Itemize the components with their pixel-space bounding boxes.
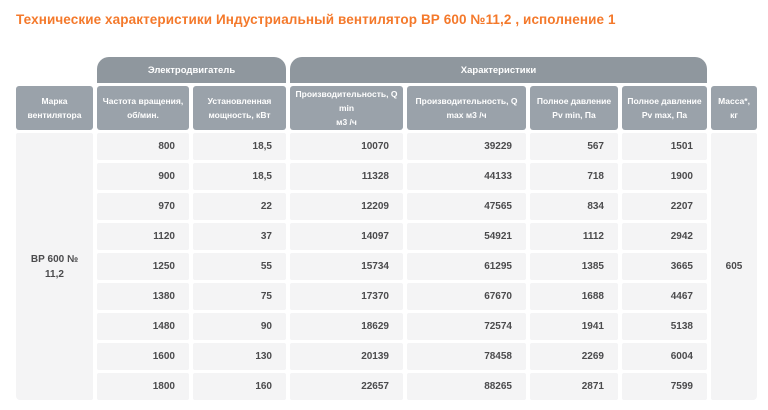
cell-pvmin: 718 xyxy=(530,163,618,190)
column-header-qmin-line1: Производительность, Q min xyxy=(295,89,398,113)
cell-power: 37 xyxy=(193,223,286,250)
cell-pvmin: 1941 xyxy=(530,313,618,340)
cell-pvmax: 7599 xyxy=(622,373,707,400)
column-header-pvmax-line1: Полное давление xyxy=(627,96,702,106)
spec-table: Электродвигатель Характеристики Марка ве… xyxy=(16,57,757,400)
cell-rpm: 970 xyxy=(97,193,189,220)
column-header-qmin-line2: м3 /ч xyxy=(336,117,357,127)
cell-rpm: 1250 xyxy=(97,253,189,280)
column-header-rpm-line2: об/мин. xyxy=(127,110,159,120)
cell-rpm: 1800 xyxy=(97,373,189,400)
group-header-motor: Электродвигатель xyxy=(97,57,286,83)
mass-value-cell: 605 xyxy=(711,133,757,400)
cell-rpm: 1380 xyxy=(97,283,189,310)
column-header-mass-line1: Масса*, xyxy=(718,96,750,106)
cell-qmax: 54921 xyxy=(407,223,526,250)
cell-qmax: 78458 xyxy=(407,343,526,370)
cell-pvmin: 834 xyxy=(530,193,618,220)
cell-qmax: 44133 xyxy=(407,163,526,190)
cell-qmax: 61295 xyxy=(407,253,526,280)
column-header-qmax: Производительность, Q max м3 /ч xyxy=(407,86,526,130)
cell-pvmax: 6004 xyxy=(622,343,707,370)
column-header-brand-line2: вентилятора xyxy=(27,110,82,120)
cell-pvmin: 1112 xyxy=(530,223,618,250)
cell-qmax: 72574 xyxy=(407,313,526,340)
column-header-brand: Марка вентилятора xyxy=(16,86,93,130)
column-header-mass: Масса*, кг xyxy=(711,86,757,130)
cell-rpm: 1600 xyxy=(97,343,189,370)
column-header-pvmax-line2: Pv max, Па xyxy=(641,110,688,120)
cell-pvmin: 567 xyxy=(530,133,618,160)
cell-qmax: 47565 xyxy=(407,193,526,220)
cell-power: 130 xyxy=(193,343,286,370)
cell-qmin: 18629 xyxy=(290,313,403,340)
cell-qmax: 39229 xyxy=(407,133,526,160)
cell-pvmax: 3665 xyxy=(622,253,707,280)
cell-pvmin: 2871 xyxy=(530,373,618,400)
column-header-mass-line2: кг xyxy=(730,110,738,120)
cell-pvmax: 2207 xyxy=(622,193,707,220)
column-header-qmin: Производительность, Q min м3 /ч xyxy=(290,86,403,130)
cell-rpm: 900 xyxy=(97,163,189,190)
column-header-pvmin-line1: Полное давление xyxy=(536,96,612,106)
column-header-qmax-line1: Производительность, Q xyxy=(415,96,518,106)
column-header-power-line2: мощность, кВт xyxy=(208,110,271,120)
cell-pvmax: 5138 xyxy=(622,313,707,340)
cell-power: 18,5 xyxy=(193,133,286,160)
cell-power: 90 xyxy=(193,313,286,340)
column-header-rpm: Частота вращения, об/мин. xyxy=(97,86,189,130)
column-header-pvmin: Полное давление Pv min, Па xyxy=(530,86,618,130)
cell-qmax: 67670 xyxy=(407,283,526,310)
cell-qmin: 17370 xyxy=(290,283,403,310)
cell-power: 22 xyxy=(193,193,286,220)
cell-pvmin: 1385 xyxy=(530,253,618,280)
column-header-brand-line1: Марка xyxy=(41,96,68,106)
cell-power: 18,5 xyxy=(193,163,286,190)
cell-qmin: 12209 xyxy=(290,193,403,220)
cell-qmin: 20139 xyxy=(290,343,403,370)
cell-pvmax: 4467 xyxy=(622,283,707,310)
cell-pvmin: 1688 xyxy=(530,283,618,310)
column-header-qmax-line2: max м3 /ч xyxy=(446,110,487,120)
group-header-characteristics: Характеристики xyxy=(290,57,707,83)
cell-power: 55 xyxy=(193,253,286,280)
cell-power: 160 xyxy=(193,373,286,400)
column-header-power-line1: Установленная xyxy=(207,96,272,106)
cell-qmin: 22657 xyxy=(290,373,403,400)
cell-pvmin: 2269 xyxy=(530,343,618,370)
page-title: Технические характеристики Индустриальны… xyxy=(16,12,616,27)
fan-brand-cell: ВР 600 № 11,2 xyxy=(16,133,93,400)
cell-qmin: 11328 xyxy=(290,163,403,190)
cell-qmin: 10070 xyxy=(290,133,403,160)
column-header-pvmin-line2: Pv min, Па xyxy=(552,110,596,120)
cell-rpm: 800 xyxy=(97,133,189,160)
cell-rpm: 1120 xyxy=(97,223,189,250)
column-header-pvmax: Полное давление Pv max, Па xyxy=(622,86,707,130)
cell-pvmax: 1501 xyxy=(622,133,707,160)
cell-qmax: 88265 xyxy=(407,373,526,400)
cell-power: 75 xyxy=(193,283,286,310)
cell-rpm: 1480 xyxy=(97,313,189,340)
cell-qmin: 14097 xyxy=(290,223,403,250)
cell-pvmax: 1900 xyxy=(622,163,707,190)
cell-qmin: 15734 xyxy=(290,253,403,280)
cell-pvmax: 2942 xyxy=(622,223,707,250)
column-header-power: Установленная мощность, кВт xyxy=(193,86,286,130)
column-header-rpm-line1: Частота вращения, xyxy=(102,96,184,106)
